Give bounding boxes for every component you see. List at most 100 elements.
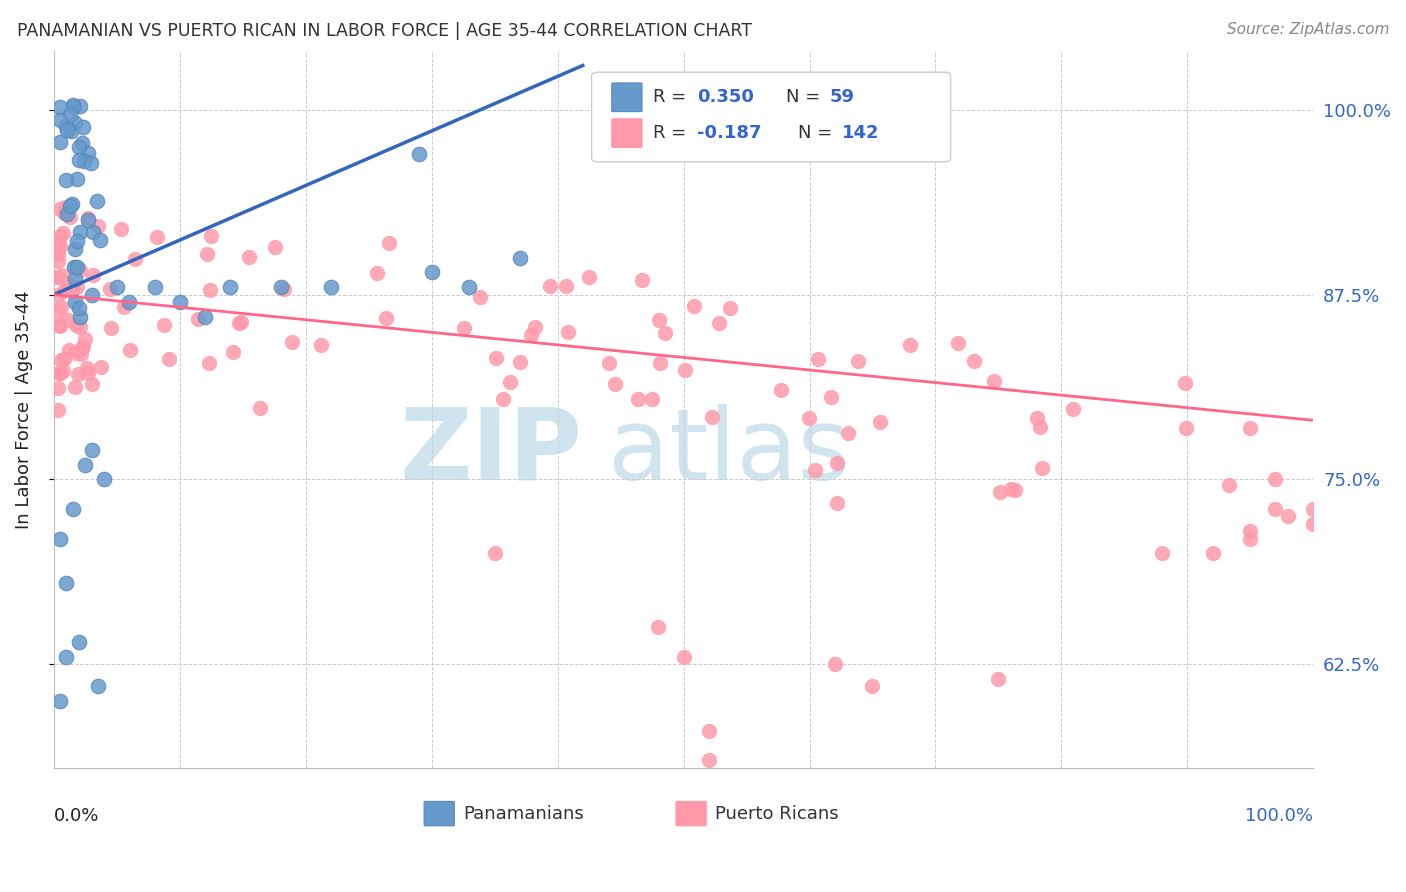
Point	[49, 135, 72, 149]
Point	[69, 310, 91, 324]
Point	[46, 270, 69, 285]
Point	[52, 351, 75, 366]
Point	[76, 361, 98, 376]
Point	[1000, 482, 1022, 496]
Point	[46, 288, 69, 302]
Point	[66, 171, 89, 186]
Point	[420, 265, 443, 279]
Point	[60, 196, 83, 211]
Point	[509, 354, 531, 368]
Point	[650, 356, 672, 370]
Point	[53, 201, 76, 215]
Point	[67, 301, 90, 315]
Point	[56, 206, 79, 220]
Point	[485, 351, 508, 366]
Point	[1004, 483, 1026, 497]
Text: Panamanians: Panamanians	[463, 805, 583, 822]
Point	[87, 679, 110, 693]
Point	[51, 363, 73, 377]
Point	[55, 173, 77, 187]
Y-axis label: In Labor Force | Age 35-44: In Labor Force | Age 35-44	[15, 290, 32, 528]
Point	[65, 318, 87, 332]
Point	[146, 230, 169, 244]
Point	[169, 295, 191, 310]
Point	[46, 235, 69, 249]
FancyBboxPatch shape	[425, 801, 454, 826]
Point	[63, 271, 86, 285]
Point	[948, 335, 970, 350]
Point	[492, 392, 515, 406]
Point	[1152, 546, 1174, 560]
Point	[59, 108, 82, 122]
Point	[73, 154, 96, 169]
Point	[77, 145, 100, 160]
Point	[46, 253, 69, 268]
Point	[62, 98, 84, 112]
Point	[80, 377, 103, 392]
Point	[195, 247, 218, 261]
Point	[62, 502, 84, 516]
Point	[70, 341, 93, 355]
Point	[807, 351, 830, 366]
Point	[198, 356, 221, 370]
Point	[1264, 502, 1286, 516]
Point	[707, 316, 730, 330]
Point	[100, 282, 122, 296]
Point	[66, 280, 89, 294]
Point	[87, 219, 110, 233]
Point	[69, 320, 91, 334]
Point	[630, 272, 652, 286]
Point	[1264, 472, 1286, 486]
Point	[1029, 419, 1052, 434]
Point	[983, 374, 1005, 388]
Point	[60, 124, 83, 138]
Point	[987, 672, 1010, 686]
Point	[73, 332, 96, 346]
Point	[555, 278, 578, 293]
Point	[1175, 421, 1198, 435]
Point	[53, 284, 76, 298]
Point	[48, 366, 70, 380]
Point	[75, 458, 97, 472]
Point	[1218, 477, 1240, 491]
Point	[80, 442, 103, 457]
Text: 59: 59	[830, 88, 855, 106]
Point	[72, 120, 94, 134]
Point	[51, 353, 73, 368]
Point	[273, 282, 295, 296]
Text: 100.0%: 100.0%	[1246, 807, 1313, 825]
Point	[408, 147, 430, 161]
Point	[1277, 509, 1299, 524]
Point	[229, 315, 252, 329]
Point	[697, 723, 720, 738]
Point	[988, 485, 1011, 500]
FancyBboxPatch shape	[676, 801, 706, 826]
Text: 0.350: 0.350	[697, 88, 754, 106]
Point	[825, 496, 848, 510]
Point	[52, 205, 75, 219]
Point	[52, 227, 75, 241]
Point	[63, 346, 86, 360]
Point	[46, 402, 69, 417]
Point	[366, 266, 388, 280]
Point	[86, 194, 108, 209]
Point	[803, 463, 825, 477]
Point	[90, 360, 112, 375]
Point	[49, 202, 72, 216]
Point	[67, 368, 90, 382]
Point	[682, 299, 704, 313]
Text: R =: R =	[654, 124, 692, 142]
Point	[51, 268, 73, 282]
Point	[1031, 460, 1053, 475]
Point	[46, 270, 69, 285]
Point	[46, 243, 69, 257]
Point	[557, 326, 579, 340]
Point	[200, 284, 222, 298]
FancyBboxPatch shape	[612, 119, 643, 147]
Point	[309, 338, 332, 352]
Point	[49, 239, 72, 253]
Point	[46, 247, 69, 261]
Point	[1201, 546, 1223, 560]
Point	[603, 376, 626, 391]
Point	[105, 280, 128, 294]
